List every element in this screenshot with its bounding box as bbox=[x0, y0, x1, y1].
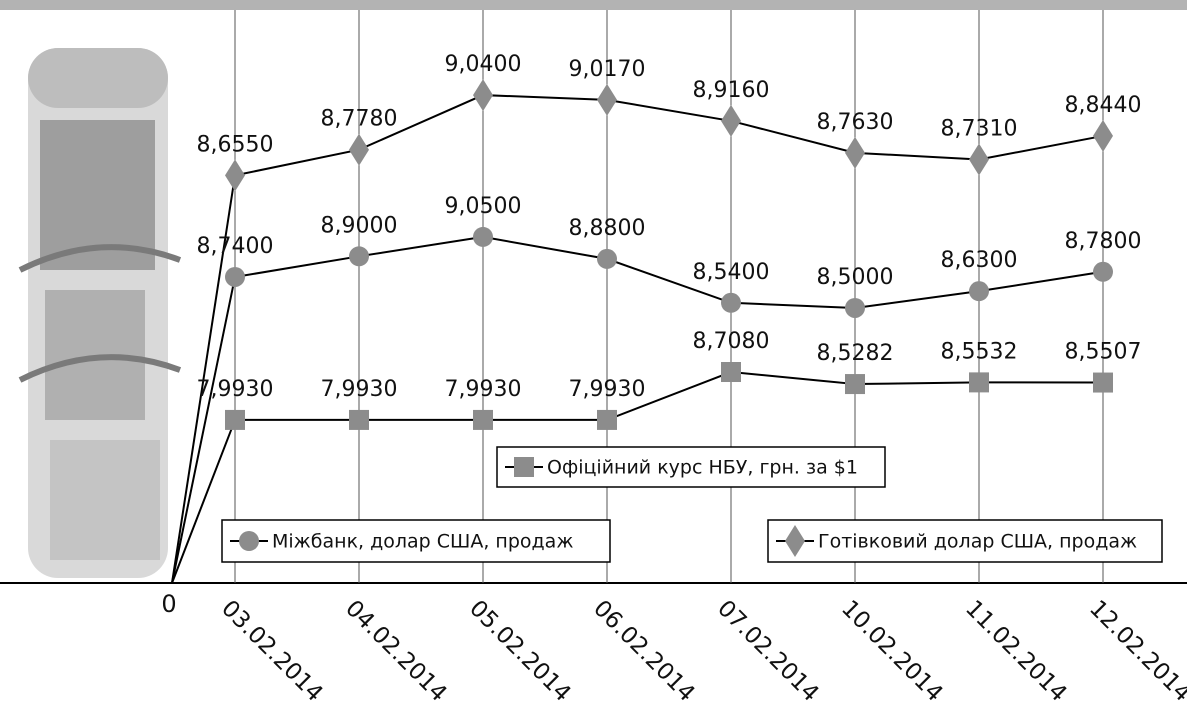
marker bbox=[473, 226, 493, 247]
value-label: 9,0500 bbox=[445, 194, 522, 219]
value-label: 8,6550 bbox=[197, 132, 274, 157]
value-label: 8,7780 bbox=[321, 107, 398, 132]
marker bbox=[473, 409, 493, 430]
value-label: 8,5282 bbox=[817, 341, 894, 366]
value-label: 8,5507 bbox=[1065, 340, 1142, 365]
value-label: 8,9160 bbox=[693, 78, 770, 103]
value-label: 8,5532 bbox=[941, 339, 1018, 364]
marker bbox=[969, 143, 989, 176]
marker bbox=[721, 292, 741, 313]
legend-marker bbox=[785, 525, 805, 557]
origin-connector bbox=[171, 419, 236, 584]
value-label: 8,7630 bbox=[817, 110, 894, 135]
legend-box bbox=[767, 519, 1163, 563]
series-line bbox=[234, 94, 1104, 177]
value-label: 8,7080 bbox=[693, 329, 770, 354]
marker bbox=[349, 133, 369, 166]
marker bbox=[969, 281, 989, 302]
legend-box bbox=[221, 519, 611, 563]
x-tick-label: 06.02.2014 bbox=[588, 595, 700, 707]
value-label: 8,7800 bbox=[1065, 229, 1142, 254]
marker bbox=[349, 409, 369, 430]
top-band bbox=[0, 0, 1187, 10]
series-line bbox=[234, 235, 1104, 309]
value-label: 8,8800 bbox=[569, 216, 646, 241]
marker bbox=[845, 297, 865, 318]
marker bbox=[597, 409, 617, 430]
value-label: 8,9000 bbox=[321, 213, 398, 238]
x-tick-label: 04.02.2014 bbox=[340, 595, 452, 707]
marker bbox=[1093, 372, 1113, 393]
origin-connector bbox=[171, 175, 236, 584]
origin-label: 0 bbox=[161, 590, 176, 618]
x-tick-label: 05.02.2014 bbox=[464, 595, 576, 707]
value-label: 8,5400 bbox=[693, 260, 770, 285]
value-label: 7,9930 bbox=[197, 377, 274, 402]
money-roll-illustration bbox=[18, 48, 182, 578]
series-line bbox=[235, 370, 1104, 421]
legend-label: Офіційний курс НБУ, грн. за $1 bbox=[547, 457, 858, 479]
marker bbox=[845, 374, 865, 395]
value-label: 8,6300 bbox=[941, 248, 1018, 273]
legend-marker bbox=[514, 457, 534, 477]
marker bbox=[597, 83, 617, 116]
marker bbox=[845, 136, 865, 169]
marker bbox=[1093, 261, 1113, 282]
marker bbox=[473, 79, 493, 112]
legend-marker bbox=[239, 531, 259, 551]
x-tick-label: 07.02.2014 bbox=[712, 595, 824, 707]
value-label: 9,0170 bbox=[569, 57, 646, 82]
value-label: 8,7400 bbox=[197, 234, 274, 259]
x-tick-label: 03.02.2014 bbox=[216, 595, 328, 707]
value-label: 7,9930 bbox=[445, 377, 522, 402]
legend-box bbox=[496, 446, 886, 488]
marker bbox=[349, 246, 369, 267]
marker bbox=[225, 159, 245, 192]
legend-label: Міжбанк, долар США, продаж bbox=[272, 531, 573, 553]
value-label: 8,8440 bbox=[1065, 93, 1142, 118]
value-label: 8,7310 bbox=[941, 116, 1018, 141]
origin-connector bbox=[171, 276, 236, 584]
value-label: 7,9930 bbox=[321, 377, 398, 402]
marker bbox=[969, 372, 989, 393]
marker bbox=[225, 409, 245, 430]
legend-label: Готівковий долар США, продаж bbox=[818, 531, 1137, 553]
marker bbox=[225, 266, 245, 287]
x-tick-label: 11.02.2014 bbox=[960, 595, 1072, 707]
value-label: 8,5000 bbox=[817, 265, 894, 290]
marker bbox=[597, 248, 617, 269]
value-label: 7,9930 bbox=[569, 377, 646, 402]
x-tick-label: 12.02.2014 bbox=[1084, 595, 1187, 707]
marker bbox=[1093, 119, 1113, 152]
x-tick-label: 10.02.2014 bbox=[836, 595, 948, 707]
value-label: 9,0400 bbox=[445, 52, 522, 77]
marker bbox=[721, 362, 741, 383]
marker bbox=[721, 104, 741, 137]
